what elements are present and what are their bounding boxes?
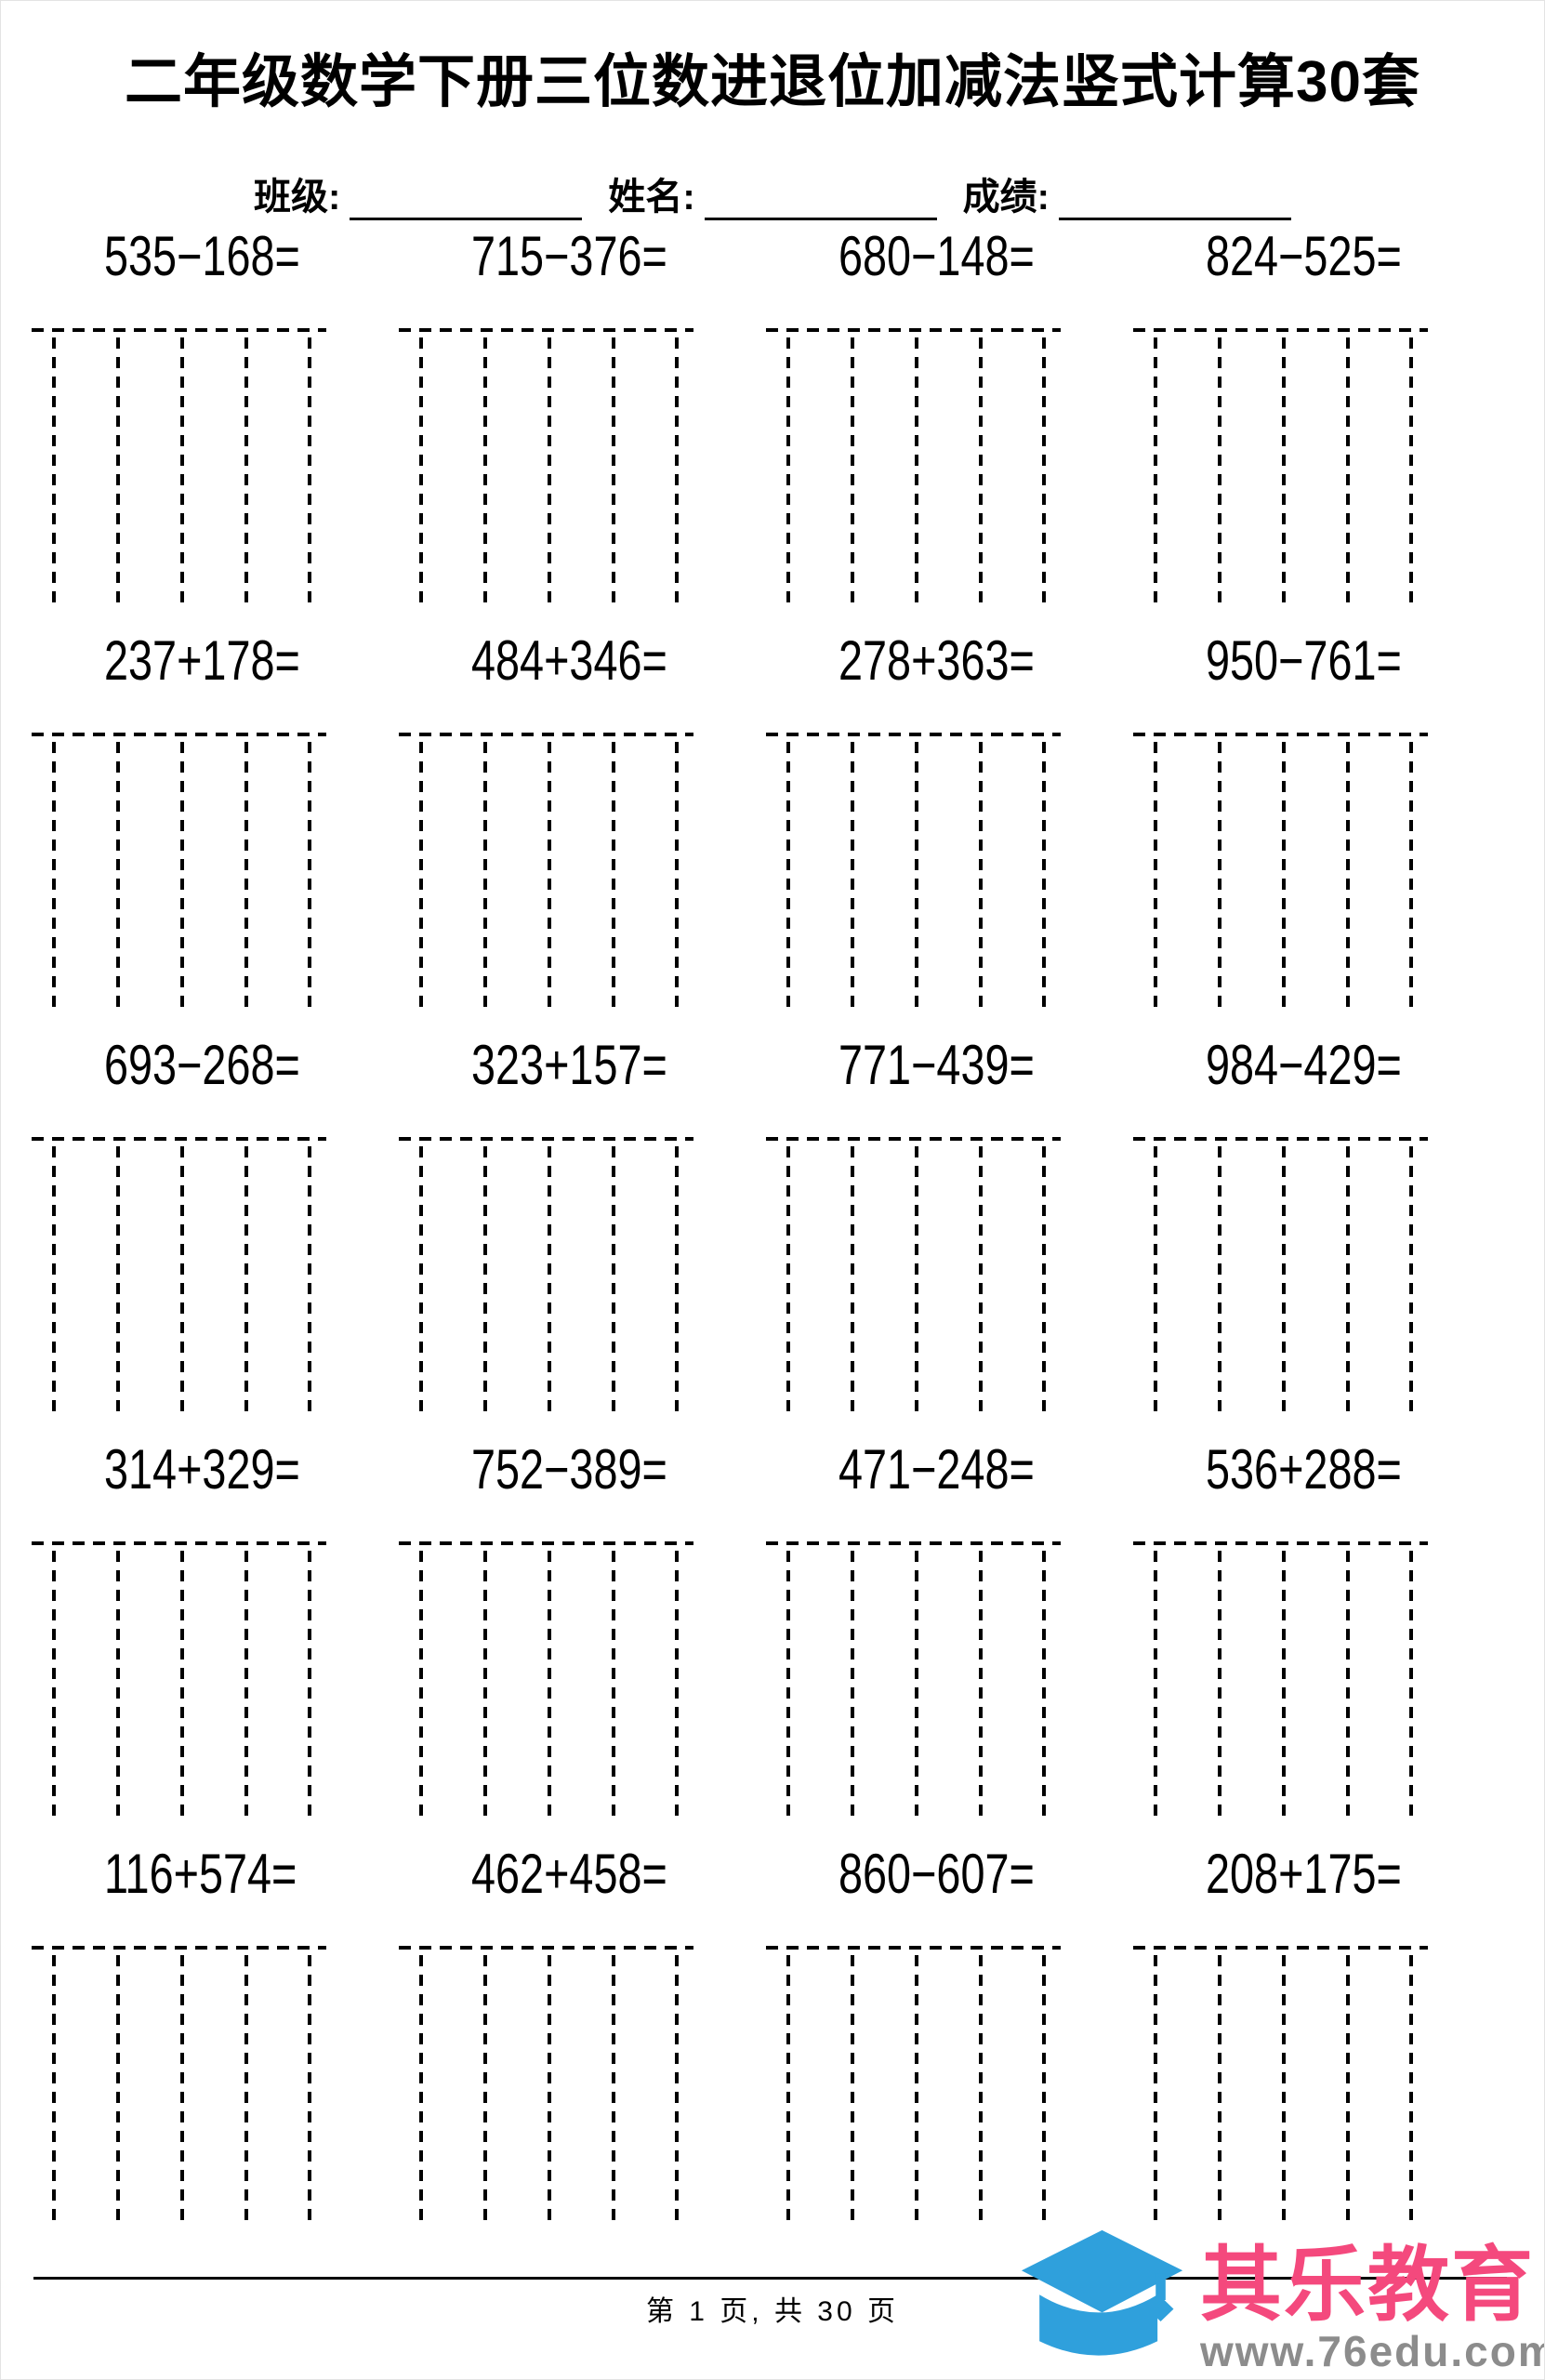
problem-cell: 771−439= bbox=[766, 1036, 1133, 1440]
problem-cell: 950−761= bbox=[1133, 631, 1500, 1036]
problem-cell: 860−607= bbox=[766, 1844, 1133, 2249]
problem-cell: 752−389= bbox=[399, 1440, 766, 1844]
problem-cell: 693−268= bbox=[32, 1036, 399, 1440]
problem-text: 950−761= bbox=[1206, 629, 1402, 692]
problem-text: 314+329= bbox=[104, 1438, 300, 1501]
calc-grid bbox=[32, 328, 326, 607]
score-blank bbox=[1058, 181, 1291, 220]
problem-text: 471−248= bbox=[839, 1438, 1035, 1501]
problem-cell: 984−429= bbox=[1133, 1036, 1500, 1440]
calc-grid bbox=[399, 328, 693, 607]
calc-grid bbox=[32, 733, 326, 1012]
graduation-cap-icon bbox=[1020, 2228, 1185, 2370]
problem-cell: 237+178= bbox=[32, 631, 399, 1036]
problem-cell: 680−148= bbox=[766, 227, 1133, 631]
calc-grid bbox=[1133, 1137, 1428, 1416]
problem-text: 680−148= bbox=[839, 225, 1035, 287]
problem-text: 984−429= bbox=[1206, 1034, 1402, 1096]
calc-grid bbox=[32, 1137, 326, 1416]
student-info-line: 班级: 姓名: 成绩: bbox=[1, 166, 1544, 220]
worksheet-title: 二年级数学下册三位数进退位加减法竖式计算30套 bbox=[125, 50, 1420, 114]
calc-grid bbox=[766, 733, 1061, 1012]
problem-cell: 323+157= bbox=[399, 1036, 766, 1440]
score-label: 成绩: bbox=[962, 177, 1050, 218]
calc-grid bbox=[32, 1946, 326, 2225]
calc-grid bbox=[1133, 1946, 1428, 2225]
class-blank bbox=[350, 181, 583, 220]
calc-grid bbox=[766, 1541, 1061, 1820]
problem-text: 116+574= bbox=[104, 1843, 297, 1905]
brand-logo: 其乐教育 www.76edu.com bbox=[1020, 2228, 1545, 2376]
problem-text: 771−439= bbox=[839, 1034, 1035, 1096]
brand-website: www.76edu.com bbox=[1200, 2327, 1545, 2375]
calc-grid bbox=[32, 1541, 326, 1820]
problem-text: 752−389= bbox=[471, 1438, 667, 1501]
calc-grid bbox=[766, 1946, 1061, 2225]
name-label: 姓名: bbox=[608, 177, 695, 218]
problem-cell: 471−248= bbox=[766, 1440, 1133, 1844]
calc-grid bbox=[399, 1541, 693, 1820]
problem-text: 462+458= bbox=[471, 1843, 667, 1905]
name-blank bbox=[704, 181, 937, 220]
problem-cell: 116+574= bbox=[32, 1844, 399, 2249]
brand-name: 其乐教育 bbox=[1200, 2239, 1536, 2331]
calc-grid bbox=[1133, 328, 1428, 607]
problem-cell: 715−376= bbox=[399, 227, 766, 631]
problem-text: 536+288= bbox=[1206, 1438, 1402, 1501]
problem-text: 278+363= bbox=[839, 629, 1035, 692]
footer-divider bbox=[33, 2277, 1507, 2280]
calc-grid bbox=[1133, 733, 1428, 1012]
problem-cell: 824−525= bbox=[1133, 227, 1500, 631]
problems-grid: 535−168= 715−376= 680−148= 824−525= 237+… bbox=[32, 227, 1500, 2249]
problem-cell: 535−168= bbox=[32, 227, 399, 631]
problem-cell: 536+288= bbox=[1133, 1440, 1500, 1844]
calc-grid bbox=[766, 328, 1061, 607]
problem-cell: 314+329= bbox=[32, 1440, 399, 1844]
problem-text: 484+346= bbox=[471, 629, 667, 692]
calc-grid bbox=[399, 1946, 693, 2225]
class-label: 班级: bbox=[254, 177, 341, 218]
problem-cell: 208+175= bbox=[1133, 1844, 1500, 2249]
problem-text: 860−607= bbox=[839, 1843, 1035, 1905]
problem-text: 208+175= bbox=[1206, 1843, 1402, 1905]
logo-text-block: 其乐教育 www.76edu.com bbox=[1200, 2228, 1545, 2376]
problem-text: 693−268= bbox=[104, 1034, 300, 1096]
problem-text: 535−168= bbox=[104, 225, 300, 287]
problem-text: 237+178= bbox=[104, 629, 300, 692]
page-number: 第 1 页, 共 30 页 bbox=[645, 2296, 900, 2327]
calc-grid bbox=[399, 1137, 693, 1416]
problem-text: 323+157= bbox=[471, 1034, 667, 1096]
problem-text: 824−525= bbox=[1206, 225, 1402, 287]
calc-grid bbox=[766, 1137, 1061, 1416]
calc-grid bbox=[1133, 1541, 1428, 1820]
problem-cell: 462+458= bbox=[399, 1844, 766, 2249]
problem-cell: 484+346= bbox=[399, 631, 766, 1036]
problem-text: 715−376= bbox=[471, 225, 667, 287]
problem-cell: 278+363= bbox=[766, 631, 1133, 1036]
calc-grid bbox=[399, 733, 693, 1012]
